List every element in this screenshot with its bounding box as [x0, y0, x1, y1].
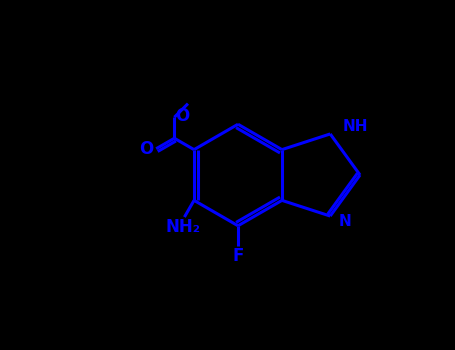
Text: F: F	[233, 247, 244, 265]
Text: O: O	[139, 140, 153, 158]
Text: N: N	[339, 214, 352, 229]
Text: NH: NH	[343, 119, 368, 134]
Text: NH₂: NH₂	[165, 218, 200, 236]
Text: O: O	[175, 106, 189, 125]
